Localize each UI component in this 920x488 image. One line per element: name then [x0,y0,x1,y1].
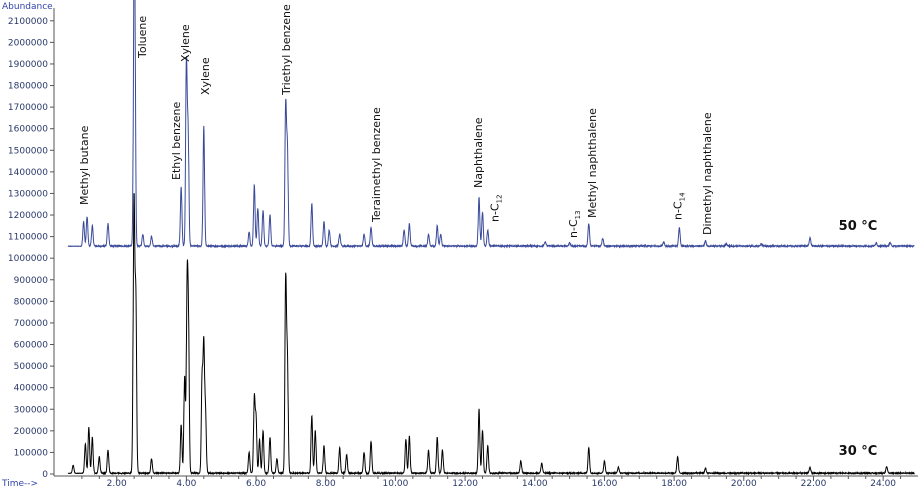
x-tick-label: 14.00 [522,479,548,488]
peak-label: Ethyl benzene [170,101,183,180]
x-tick-label: 12.00 [452,479,478,488]
x-tick-label: 24.00 [870,479,896,488]
x-tick-label: 18.00 [661,479,687,488]
peak-label: Triethyl benzene [280,4,293,96]
y-tick-label: 1700000 [8,103,48,113]
peak-label-text: Ethyl benzene [170,101,183,180]
x-ticks: 2.00 4.00 6.00 8.00 10.00 12.00 14.00 16.00 18.0… [81,476,902,488]
x-tick-label: 2.00 [107,479,127,488]
peak-label: Xylene [199,57,212,95]
trace-30c [67,193,915,476]
y-tick-label: 300000 [14,405,49,415]
peak-label: Methyl butane [78,125,91,205]
y-tick-label: 1500000 [8,146,48,156]
series-label: 30 °C [839,444,878,459]
peak-label-text: Xylene [179,24,192,62]
y-tick-label: 500000 [14,362,49,372]
peak-label-text: Naphthalene [472,117,485,188]
x-tick-label: 20.00 [731,479,757,488]
x-tick-label: 16.00 [592,479,618,488]
peak-label-text: n-C13 [567,210,582,238]
peak-label-text: Dimethyl naphthalene [701,112,714,235]
x-tick-label: 4.00 [176,479,196,488]
x-tick-label: 22.00 [801,479,827,488]
y-tick-label: 900000 [14,276,49,286]
peak-label-text: Triethyl benzene [280,4,293,96]
peak-label: Toluene [136,16,149,59]
peak-label: Naphthalene [472,117,485,188]
y-tick-label: 200000 [14,427,49,437]
peak-label-text: Xylene [199,57,212,95]
peak-label: n-C13 [567,210,582,238]
y-axis-label: Abundance [2,2,53,12]
y-tick-label: 1600000 [8,125,48,135]
traces [67,0,915,476]
peak-label-text: Methyl butane [78,125,91,205]
peak-label-text: n-C12 [489,194,504,222]
y-tick-label: 1400000 [8,168,48,178]
x-axis-label: Time--> [1,479,38,488]
series-label: 50 °C [839,219,878,234]
y-tick-label: 1000000 [8,254,48,264]
y-tick-label: 1800000 [8,82,48,92]
peak-label-text: Methyl naphthalene [586,108,599,218]
peak-label: n-C14 [672,192,687,220]
x-tick-label: 6.00 [246,479,266,488]
y-tick-label: 1200000 [8,211,48,221]
y-tick-label: 400000 [14,384,49,394]
peak-label-text: Teraimethyl benzene [370,107,383,223]
x-tick-label: 10.00 [383,479,409,488]
y-tick-label: 700000 [14,319,49,329]
peak-label-text: Toluene [136,16,149,59]
y-tick-label: 600000 [14,341,49,351]
y-tick-label: 100000 [14,448,49,458]
peak-label: Xylene [179,24,192,62]
y-tick-label: 2000000 [8,38,48,48]
y-tick-label: 1300000 [8,189,48,199]
x-tick-label: 8.00 [316,479,336,488]
peak-annotations: Methyl butane Toluene Ethyl benzene Xylene X… [78,4,714,238]
y-tick-label: 1900000 [8,60,48,70]
peak-label: n-C12 [489,194,504,222]
y-tick-label: 2100000 [8,17,48,27]
y-tick-label: 1100000 [8,233,48,243]
y-tick-label: 800000 [14,297,49,307]
peak-label: Methyl naphthalene [586,108,599,218]
series-labels: 50 °C 30 °C [839,219,878,459]
peak-label: Teraimethyl benzene [370,107,383,223]
y-tick-label: 0 [42,470,48,480]
y-ticks: 0 100000 200000 300000 400000 500000 600000 700… [8,17,54,480]
peak-label-text: n-C14 [672,192,687,220]
peak-label: Dimethyl naphthalene [701,112,714,235]
trace-50c [67,0,915,249]
